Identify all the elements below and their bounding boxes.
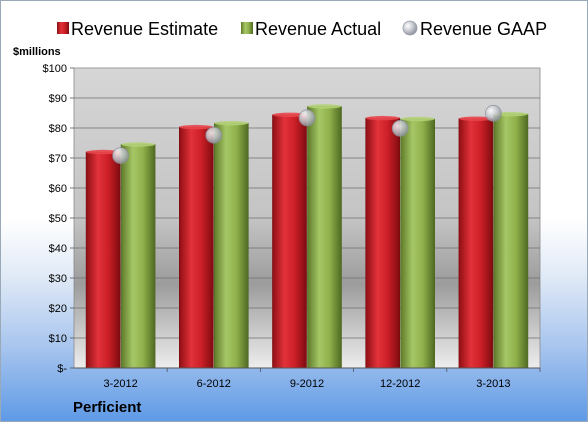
y-tick-label: $80 (49, 123, 67, 135)
bar-revenue-estimate (85, 151, 121, 369)
legend-marker-gaap (402, 20, 418, 36)
bar-revenue-actual (120, 144, 156, 369)
legend-label-gaap: Revenue GAAP (420, 19, 547, 39)
marker-revenue-gaap (205, 126, 223, 144)
bar-revenue-estimate-cap (272, 112, 307, 118)
bar-revenue-actual-cap (307, 104, 342, 109)
y-tick-label: $60 (49, 183, 67, 195)
bar-revenue-actual (400, 118, 436, 369)
gaap-markers (112, 104, 502, 165)
bar-revenue-estimate (272, 114, 307, 369)
bar-revenue-estimate (365, 117, 401, 369)
bars (85, 104, 529, 369)
legend-label-actual: Revenue Actual (255, 19, 381, 39)
bar-revenue-estimate-cap (458, 116, 493, 121)
company-label: Perficient (73, 399, 141, 416)
bar-revenue-actual-cap (493, 112, 528, 117)
legend-item-estimate: Revenue Estimate (57, 19, 218, 39)
y-tick-label: $50 (49, 213, 67, 225)
bar-revenue-estimate-cap (365, 115, 400, 121)
bar-revenue-estimate-cap (86, 149, 121, 155)
x-axis: 3-2012 6-2012 9-2012 12-2012 3-2013 (74, 367, 541, 390)
x-tick-label: 9-2012 (290, 378, 324, 390)
bar-revenue-estimate (179, 126, 214, 369)
legend-swatch-actual (241, 22, 253, 34)
bar-revenue-actual (307, 106, 342, 369)
x-tick-label: 3-2013 (476, 378, 510, 390)
x-tick-label: 3-2012 (103, 378, 137, 390)
bar-revenue-actual-cap (400, 116, 435, 122)
y-tick-label: $10 (49, 333, 67, 345)
legend-item-actual: Revenue Actual (241, 19, 381, 39)
x-tick-label: 6-2012 (197, 378, 231, 390)
bar-revenue-actual (214, 122, 249, 369)
bar-revenue-actual-cap (214, 121, 249, 126)
x-tick-label: 12-2012 (380, 378, 420, 390)
legend-swatch-estimate (57, 22, 69, 34)
marker-revenue-gaap (112, 147, 129, 165)
legend-label-estimate: Revenue Estimate (71, 19, 218, 39)
marker-revenue-gaap (391, 119, 409, 137)
y-tick-label: $20 (49, 303, 67, 315)
y-tick-label: $90 (49, 93, 67, 105)
y-axis: $- $10 $20 $30 $40 $50 $60 $70 $80 $90 $100 (43, 63, 74, 375)
y-tick-label: $70 (49, 153, 67, 165)
y-tick-label: $100 (43, 63, 67, 75)
unit-label: $millions (13, 46, 61, 58)
bar-revenue-actual-cap (121, 142, 156, 147)
marker-revenue-gaap (298, 109, 316, 127)
bar-revenue-estimate (458, 118, 494, 369)
legend: Revenue Estimate Revenue Actual Revenue … (57, 19, 547, 39)
y-tick-label: $- (57, 363, 67, 375)
bar-revenue-estimate-cap (179, 124, 214, 130)
legend-item-gaap: Revenue GAAP (402, 19, 547, 39)
marker-revenue-gaap (484, 104, 502, 122)
y-tick-label: $40 (49, 243, 67, 255)
bar-revenue-actual (493, 113, 529, 369)
y-tick-label: $30 (49, 273, 67, 285)
